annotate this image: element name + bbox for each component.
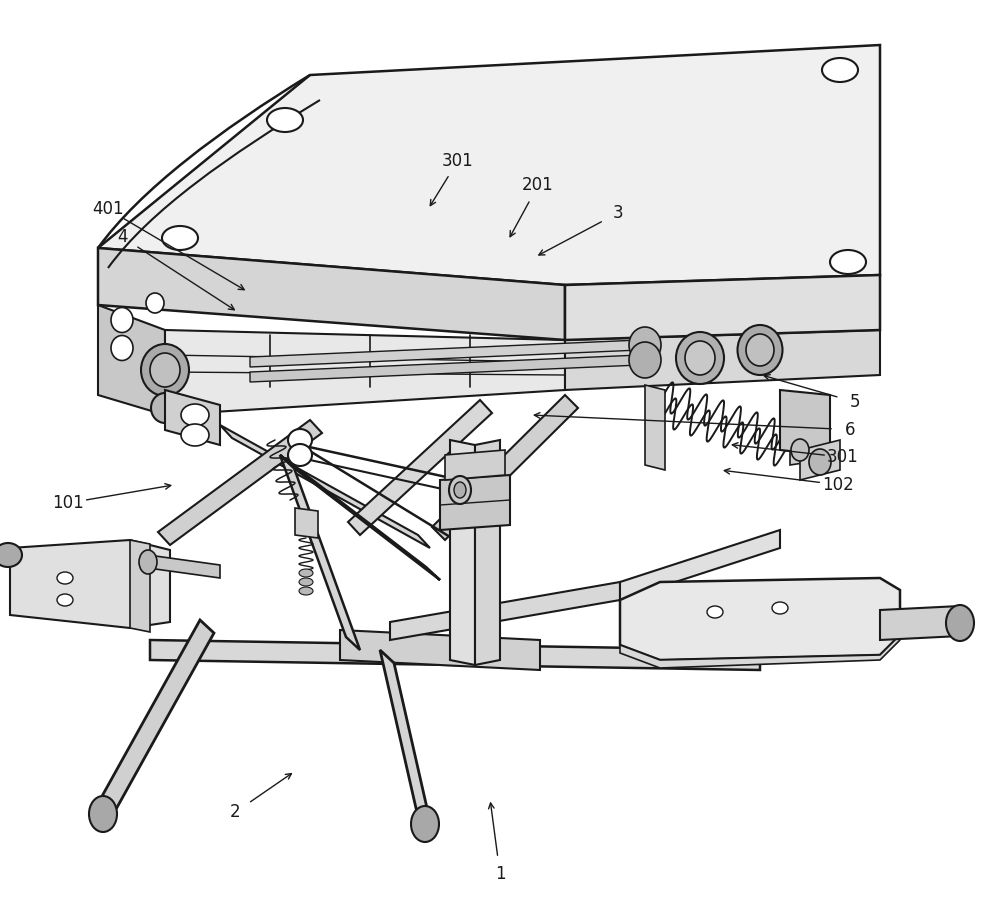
Ellipse shape [454,482,466,498]
Polygon shape [620,635,900,668]
Ellipse shape [0,543,22,567]
Ellipse shape [151,393,179,423]
Polygon shape [250,355,640,382]
Ellipse shape [946,605,974,641]
Polygon shape [0,548,150,568]
Polygon shape [565,330,880,390]
Ellipse shape [57,572,73,584]
Polygon shape [645,385,665,470]
Polygon shape [150,640,760,670]
Polygon shape [158,420,322,545]
Polygon shape [165,330,565,415]
Polygon shape [98,45,880,285]
Ellipse shape [139,550,157,574]
Polygon shape [620,530,780,600]
Ellipse shape [150,353,180,387]
Ellipse shape [629,342,661,378]
Text: 3: 3 [613,204,623,222]
Text: 2: 2 [230,803,240,822]
Polygon shape [98,305,165,415]
Ellipse shape [288,444,312,466]
Text: 201: 201 [522,176,554,195]
Polygon shape [475,440,500,665]
Polygon shape [390,582,620,640]
Ellipse shape [299,569,313,577]
Text: 1: 1 [495,865,505,883]
Ellipse shape [449,476,471,504]
Polygon shape [130,540,150,632]
Ellipse shape [830,250,866,274]
Text: 102: 102 [822,476,854,494]
Ellipse shape [181,424,209,446]
Polygon shape [280,455,440,580]
Polygon shape [380,650,432,830]
Polygon shape [98,248,565,340]
Polygon shape [96,620,214,820]
Text: 301: 301 [827,448,859,466]
Ellipse shape [146,293,164,313]
Ellipse shape [791,439,809,461]
Polygon shape [800,440,840,480]
Text: 401: 401 [92,200,124,218]
Polygon shape [790,432,810,465]
Ellipse shape [111,335,133,361]
Ellipse shape [411,806,439,842]
Ellipse shape [738,325,782,375]
Ellipse shape [746,334,774,366]
Text: 301: 301 [442,151,474,170]
Polygon shape [780,390,830,455]
Text: 4: 4 [117,228,127,246]
Ellipse shape [676,332,724,384]
Ellipse shape [707,606,723,618]
Polygon shape [565,275,880,340]
Ellipse shape [299,578,313,586]
Text: 101: 101 [52,494,84,512]
Ellipse shape [299,587,313,595]
Text: 5: 5 [850,393,860,411]
Polygon shape [620,578,900,660]
Ellipse shape [629,327,661,363]
Polygon shape [348,400,492,535]
Polygon shape [340,630,540,670]
Ellipse shape [267,108,303,132]
Polygon shape [250,340,640,367]
Polygon shape [220,425,430,548]
Polygon shape [280,455,360,650]
Ellipse shape [89,796,117,832]
Polygon shape [165,390,220,445]
Polygon shape [148,555,220,578]
Ellipse shape [685,341,715,375]
Ellipse shape [57,594,73,606]
Ellipse shape [822,58,858,82]
Ellipse shape [162,226,198,250]
Ellipse shape [111,308,133,332]
Polygon shape [880,606,960,640]
Polygon shape [295,508,318,538]
Ellipse shape [809,449,831,475]
Text: 6: 6 [845,420,855,439]
Polygon shape [450,440,475,665]
Polygon shape [432,395,578,540]
Ellipse shape [772,602,788,614]
Polygon shape [10,540,170,628]
Ellipse shape [166,395,194,425]
Polygon shape [440,475,510,530]
Ellipse shape [288,429,312,451]
Polygon shape [445,450,505,480]
Ellipse shape [181,404,209,426]
Ellipse shape [141,344,189,396]
